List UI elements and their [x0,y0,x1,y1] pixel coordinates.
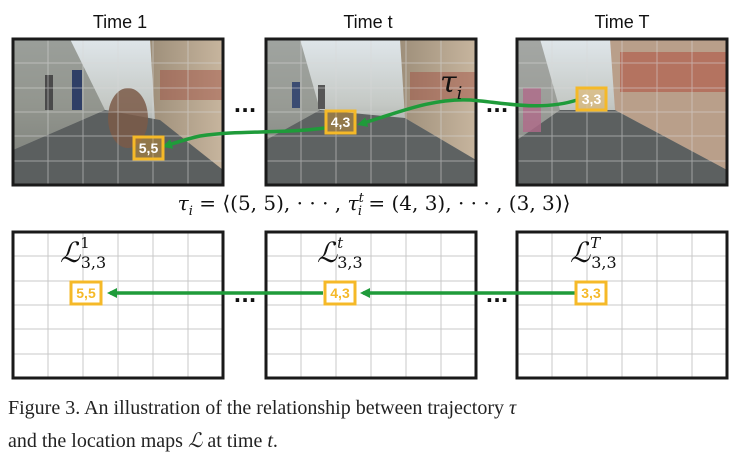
photo-border-time-t [264,37,478,187]
svg-text:3,3: 3,3 [582,91,602,107]
map-box-5-5: 5,5 [69,280,103,306]
map-box-4-3: 4,3 [323,280,357,306]
caption-line-2: and the location maps ℒ at time t. [8,430,278,452]
time-label-t: Time t [343,12,392,32]
map-label-time-T: ℒT 3,3 [570,234,617,272]
trajectory-arrow-t-to-1 [162,126,326,149]
photo-box-5-5: 5,5 [132,135,165,161]
location-map-time-T [515,230,729,380]
photo-box-4-3: 4,3 [324,109,357,135]
location-map-time-1 [11,230,225,380]
svg-text:5,5: 5,5 [76,285,96,301]
figure-illustration: Time 1 Time t Time T [11,12,729,380]
map-label-time-1: ℒ1 3,3 [60,234,106,272]
tau-label: τi [440,65,462,104]
map-label-time-t: ℒt 3,3 [317,234,363,272]
photo-box-3-3: 3,3 [575,86,608,112]
svg-text:5,5: 5,5 [139,140,159,156]
svg-text:4,3: 4,3 [331,114,351,130]
photo-border-time-T [515,37,729,187]
figure-caption: Figure 3. An illustration of the relatio… [8,392,740,458]
trajectory-equation: τi = ⟨(5, 5), · · · , τt i = (4, 3), · · … [178,191,571,219]
ellipsis-top-left: ··· [234,98,257,122]
photo-grid-time-1 [13,39,223,185]
trajectory-arrow-T-to-t [357,98,578,127]
photo-border-time-1 [11,37,225,187]
svg-text:3,3: 3,3 [581,285,601,301]
caption-line-1: Figure 3. An illustration of the relatio… [8,397,517,419]
time-label-T: Time T [594,12,649,32]
svg-text:4,3: 4,3 [330,285,350,301]
location-map-time-t [264,230,478,380]
photo-grid-time-T [517,39,727,185]
time-label-1: Time 1 [93,12,147,32]
map-box-3-3: 3,3 [574,280,608,306]
